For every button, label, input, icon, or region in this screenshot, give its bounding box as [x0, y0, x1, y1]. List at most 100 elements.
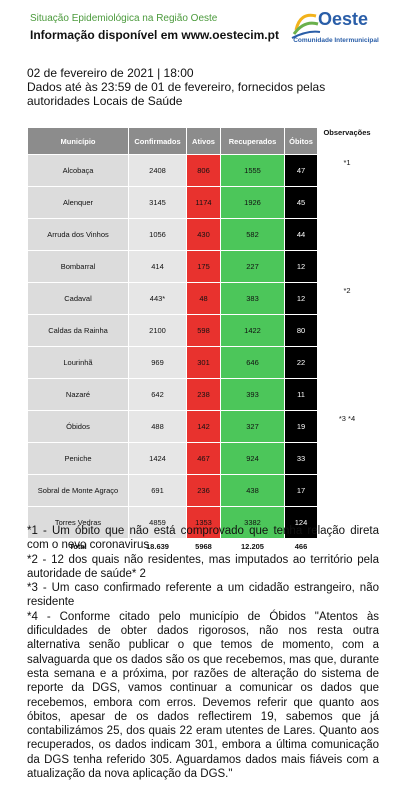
- table-cell: Nazaré: [28, 379, 128, 410]
- table-cell: Sobral de Monte Agraço: [28, 475, 128, 506]
- table-cell: Caldas da Rainha: [28, 315, 128, 346]
- table-cell: 47: [285, 155, 317, 186]
- table-cell: 12: [285, 251, 317, 282]
- table-cell: Alcobaça: [28, 155, 128, 186]
- table-cell: 238: [187, 379, 220, 410]
- column-header: Município: [28, 128, 128, 154]
- table-cell: 1424: [129, 443, 186, 474]
- table-cell: 924: [221, 443, 284, 474]
- table-row: Peniche 1424 467 924 33: [28, 443, 376, 474]
- table-row: Sobral de Monte Agraço 691 236 438 17: [28, 475, 376, 506]
- table-cell: 1422: [221, 315, 284, 346]
- column-header: Recuperados: [221, 128, 284, 154]
- table-cell: 19: [285, 411, 317, 442]
- column-header: Óbitos: [285, 128, 317, 154]
- observation: *1: [318, 155, 376, 186]
- table-cell: 12: [285, 283, 317, 314]
- table-cell: 1555: [221, 155, 284, 186]
- observation-empty: [318, 347, 376, 378]
- table-row: Alcobaça 2408 806 1555 47 *1: [28, 155, 376, 186]
- table-cell: 142: [187, 411, 220, 442]
- header-subtitle: Informação disponível em www.oestecim.pt: [30, 28, 279, 42]
- table-cell: 4859: [129, 507, 186, 538]
- intro: 02 de fevereiro de 2021 | 18:00 Dados at…: [27, 66, 377, 108]
- table-cell: 467: [187, 443, 220, 474]
- table-cell: 3382: [221, 507, 284, 538]
- data-table: Município Confirmados Ativos Recuperados Óbi…: [27, 127, 377, 555]
- table-cell: Torres Vedras: [28, 507, 128, 538]
- column-header: Confirmados: [129, 128, 186, 154]
- footnote: *1 - Um óbito que não está comprovado qu…: [27, 525, 379, 552]
- date: 02 de fevereiro de 2021 | 18:00: [27, 66, 194, 80]
- table-cell: 1926: [221, 187, 284, 218]
- total-cell: 466: [285, 539, 317, 554]
- table-cell: Arruda dos Vinhos: [28, 219, 128, 250]
- table-cell: 806: [187, 155, 220, 186]
- table-cell: 175: [187, 251, 220, 282]
- observation: *2: [318, 283, 376, 314]
- table-cell: 582: [221, 219, 284, 250]
- table-row: Caldas da Rainha 2100 598 1422 80: [28, 315, 376, 346]
- table-cell: 236: [187, 475, 220, 506]
- observation: *3 *4: [318, 411, 376, 442]
- source: Dados até às 23:59 de 01 de fevereiro, f…: [27, 80, 326, 108]
- total-row: Total 18.639 5968 12.205 466: [28, 539, 376, 554]
- table-row: Arruda dos Vinhos 1056 430 582 44: [28, 219, 376, 250]
- observation-empty: [318, 315, 376, 346]
- table-cell: Bombarral: [28, 251, 128, 282]
- header-row: Município Confirmados Ativos Recuperados Óbi…: [28, 128, 376, 154]
- footnote: *3 - Um caso confirmado referente a um c…: [27, 582, 379, 609]
- table-cell: 646: [221, 347, 284, 378]
- table-cell: 598: [187, 315, 220, 346]
- table-cell: 1056: [129, 219, 186, 250]
- table-cell: 22: [285, 347, 317, 378]
- table-cell: Peniche: [28, 443, 128, 474]
- total-cell: 18.639: [129, 539, 186, 554]
- table-row: Torres Vedras 4859 1353 3382 124: [28, 507, 376, 538]
- table-row: Bombarral 414 175 227 12: [28, 251, 376, 282]
- table-cell: 488: [129, 411, 186, 442]
- table-body: Alcobaça 2408 806 1555 47 *1 Alenquer 3145 1174 1…: [28, 155, 376, 554]
- table-cell: Alenquer: [28, 187, 128, 218]
- header-title: Situação Epidemiológica na Região Oeste: [30, 13, 218, 24]
- table-cell: 301: [187, 347, 220, 378]
- table-cell: 48: [187, 283, 220, 314]
- table-cell: Cadaval: [28, 283, 128, 314]
- table-row: Óbidos 488 142 327 19 *3 *4: [28, 411, 376, 442]
- table-row: Cadaval 443* 48 383 12 *2: [28, 283, 376, 314]
- logo-tagline: Comunidade Intermunicipal: [293, 37, 379, 44]
- table-cell: 227: [221, 251, 284, 282]
- table-cell: 327: [221, 411, 284, 442]
- table-cell: 1174: [187, 187, 220, 218]
- table-cell: 642: [129, 379, 186, 410]
- footnote: *2 - 12 dos quais não residentes, mas im…: [27, 553, 379, 580]
- observation-empty: [318, 539, 376, 554]
- observation-empty: [318, 475, 376, 506]
- table-row: Nazaré 642 238 393 11: [28, 379, 376, 410]
- table-cell: 44: [285, 219, 317, 250]
- logo-name: Oeste: [318, 9, 369, 29]
- table-row: Alenquer 3145 1174 1926 45: [28, 187, 376, 218]
- table-cell: 969: [129, 347, 186, 378]
- total-cell: Total: [28, 539, 128, 554]
- footnotes: *1 - Um óbito que não está comprovado qu…: [27, 524, 379, 781]
- total-cell: 12.205: [221, 539, 284, 554]
- observation-empty: [318, 219, 376, 250]
- table-cell: Lourinhã: [28, 347, 128, 378]
- table-cell: 11: [285, 379, 317, 410]
- table-cell: 45: [285, 187, 317, 218]
- observation-empty: [318, 443, 376, 474]
- table-cell: 383: [221, 283, 284, 314]
- table-cell: 691: [129, 475, 186, 506]
- footnote: *4 - Conforme citado pelo município de Ó…: [27, 610, 379, 781]
- logo-mark: [291, 13, 321, 39]
- table-cell: 438: [221, 475, 284, 506]
- observation-empty: [318, 251, 376, 282]
- table-cell: 1353: [187, 507, 220, 538]
- table-cell: 393: [221, 379, 284, 410]
- table-cell: 17: [285, 475, 317, 506]
- observations-header: Observações: [318, 128, 376, 154]
- total-cell: 5968: [187, 539, 220, 554]
- table-cell: 3145: [129, 187, 186, 218]
